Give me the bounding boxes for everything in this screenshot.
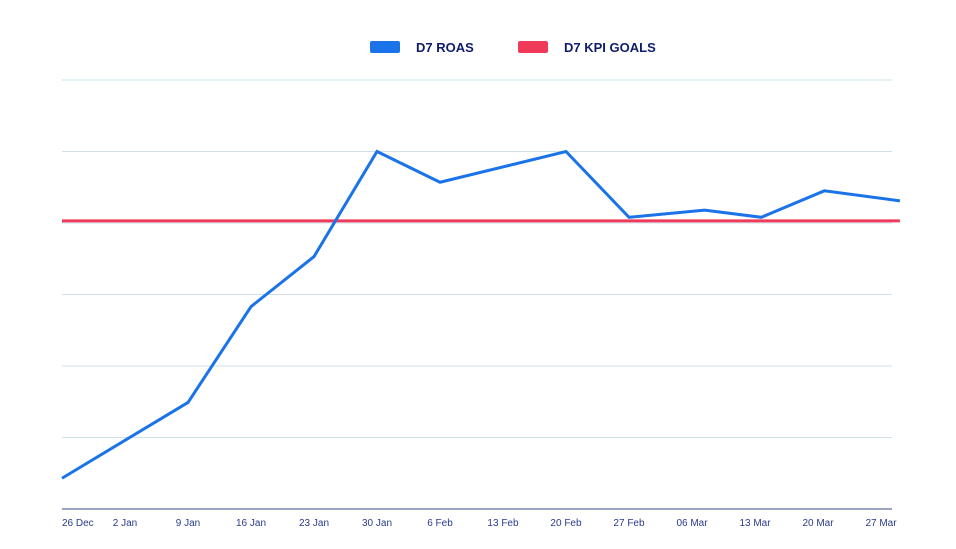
x-tick-label: 27 Feb bbox=[613, 518, 645, 529]
series-line-d7-roas bbox=[61, 149, 901, 480]
legend-swatch-d7-roas bbox=[370, 41, 400, 53]
x-tick-label: 06 Mar bbox=[676, 518, 708, 529]
x-tick-label: 30 Jan bbox=[362, 518, 392, 529]
x-tick-label: 2 Jan bbox=[113, 518, 137, 529]
series-group bbox=[61, 149, 901, 480]
x-tick-label: 6 Feb bbox=[427, 518, 453, 529]
legend-label-d7-roas: D7 ROAS bbox=[416, 40, 474, 55]
x-tick-labels: 26 Dec 2 Jan 9 Jan 16 Jan 23 Jan 30 Jan 6 Feb 1… bbox=[62, 518, 897, 529]
legend-swatch-d7-kpi-goals bbox=[518, 41, 548, 53]
x-tick-label: 20 Feb bbox=[550, 518, 582, 529]
x-tick-label: 23 Jan bbox=[299, 518, 329, 529]
legend: D7 ROAS D7 KPI GOALS bbox=[370, 40, 656, 55]
legend-label-d7-kpi-goals: D7 KPI GOALS bbox=[564, 40, 656, 55]
x-tick-label: 13 Mar bbox=[739, 518, 771, 529]
x-tick-label: 26 Dec bbox=[62, 518, 94, 529]
x-tick-label: 9 Jan bbox=[176, 518, 200, 529]
x-tick-label: 16 Jan bbox=[236, 518, 266, 529]
grid-lines bbox=[62, 79, 892, 438]
x-tick-label: 20 Mar bbox=[802, 518, 834, 529]
x-tick-label: 27 Mar bbox=[865, 518, 897, 529]
x-tick-label: 13 Feb bbox=[487, 518, 519, 529]
